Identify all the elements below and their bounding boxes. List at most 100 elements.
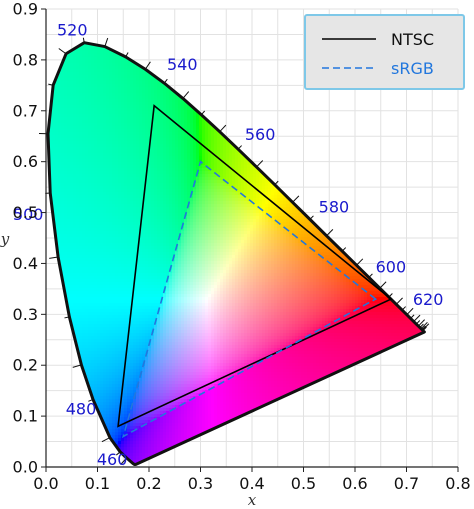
- gamut-cell: [73, 63, 77, 67]
- gamut-cell: [91, 198, 95, 202]
- gamut-cell: [148, 150, 152, 154]
- gamut-cell: [58, 207, 62, 211]
- gamut-cell: [94, 183, 98, 187]
- gamut-cell: [127, 108, 131, 112]
- gamut-cell: [169, 159, 173, 163]
- gamut-cell: [61, 120, 65, 124]
- gamut-cell: [214, 153, 218, 157]
- gamut-cell: [211, 135, 215, 139]
- gamut-cell: [91, 60, 95, 64]
- gamut-cell: [58, 228, 62, 232]
- gamut-cell: [307, 225, 311, 229]
- gamut-cell: [292, 204, 296, 208]
- gamut-cell: [103, 225, 107, 229]
- gamut-cell: [94, 132, 98, 136]
- gamut-cell: [103, 159, 107, 163]
- gamut-cell: [178, 192, 182, 196]
- gamut-cell: [61, 66, 65, 70]
- gamut-cell: [148, 213, 152, 217]
- gamut-cell: [163, 144, 167, 148]
- gamut-cell: [130, 72, 134, 76]
- gamut-cell: [169, 108, 173, 112]
- gamut-cell: [145, 60, 149, 64]
- gamut-cell: [142, 180, 146, 184]
- gamut-cell: [286, 219, 290, 223]
- gamut-cell: [145, 156, 149, 160]
- gamut-cell: [256, 228, 260, 232]
- gamut-cell: [208, 129, 212, 133]
- gamut-cell: [235, 222, 239, 226]
- gamut-cell: [58, 147, 62, 151]
- gamut-cell: [97, 66, 101, 70]
- gamut-cell: [85, 162, 89, 166]
- gamut-cell: [58, 195, 62, 199]
- gamut-cell: [175, 108, 179, 112]
- gamut-cell: [214, 159, 218, 163]
- gamut-cell: [190, 177, 194, 181]
- gamut-cell: [139, 78, 143, 82]
- gamut-cell: [301, 228, 305, 232]
- gamut-cell: [259, 225, 263, 229]
- gamut-cell: [70, 225, 74, 229]
- gamut-cell: [175, 87, 179, 91]
- gamut-cell: [55, 90, 59, 94]
- gamut-cell: [55, 114, 59, 118]
- gamut-cell: [217, 186, 221, 190]
- gamut-cell: [295, 219, 299, 223]
- gamut-cell: [73, 186, 77, 190]
- gamut-cell: [115, 57, 119, 61]
- gamut-cell: [163, 129, 167, 133]
- gamut-cell: [148, 75, 152, 79]
- gamut-cell: [97, 150, 101, 154]
- gamut-cell: [136, 42, 140, 46]
- gamut-cell: [64, 48, 68, 52]
- gamut-cell: [196, 189, 200, 193]
- gamut-cell: [112, 75, 116, 79]
- gamut-cell: [100, 69, 104, 73]
- gamut-cell: [121, 153, 125, 157]
- gamut-cell: [106, 57, 110, 61]
- gamut-cell: [283, 198, 287, 202]
- gamut-cell: [160, 222, 164, 226]
- gamut-cell: [109, 201, 113, 205]
- gamut-cell: [193, 144, 197, 148]
- gamut-cell: [175, 126, 179, 130]
- gamut-cell: [136, 54, 140, 58]
- gamut-cell: [112, 183, 116, 187]
- gamut-cell: [94, 189, 98, 193]
- gamut-cell: [94, 204, 98, 208]
- gamut-cell: [109, 63, 113, 67]
- gamut-cell: [220, 156, 224, 160]
- gamut-cell: [160, 171, 164, 175]
- gamut-cell: [286, 225, 290, 229]
- gamut-cell: [175, 153, 179, 157]
- gamut-cell: [61, 201, 65, 205]
- gamut-cell: [82, 144, 86, 148]
- gamut-cell: [274, 228, 278, 232]
- gamut-cell: [100, 30, 104, 34]
- gamut-cell: [154, 78, 158, 82]
- gamut-cell: [238, 186, 242, 190]
- gamut-cell: [148, 156, 152, 160]
- gamut-cell: [121, 129, 125, 133]
- gamut-cell: [97, 171, 101, 175]
- gamut-cell: [178, 117, 182, 121]
- gamut-cell: [139, 180, 143, 184]
- gamut-cell: [214, 144, 218, 148]
- gamut-cell: [121, 225, 125, 229]
- gamut-cell: [88, 69, 92, 73]
- gamut-cell: [187, 153, 191, 157]
- gamut-cell: [91, 183, 95, 187]
- gamut-cell: [172, 186, 176, 190]
- gamut-cell: [220, 123, 224, 127]
- gamut-cell: [97, 162, 101, 166]
- gamut-cell: [265, 183, 269, 187]
- gamut-cell: [238, 189, 242, 193]
- gamut-cell: [76, 99, 80, 103]
- gamut-cell: [151, 183, 155, 187]
- gamut-cell: [166, 96, 170, 100]
- gamut-cell: [178, 108, 182, 112]
- gamut-cell: [133, 147, 137, 151]
- gamut-cell: [109, 222, 113, 226]
- gamut-cell: [67, 156, 71, 160]
